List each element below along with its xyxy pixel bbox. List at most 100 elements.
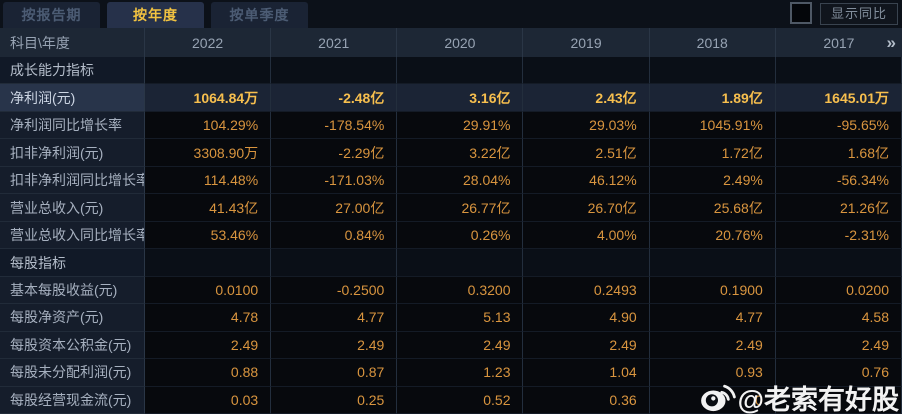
- cell-value: 0: [649, 386, 776, 414]
- cell-value: 53.46%: [145, 221, 272, 250]
- table-row[interactable]: 每股未分配利润(元) 0.88 0.87 1.23 1.04 0.93 0.76: [0, 359, 902, 387]
- cell-value: 1064.84万: [145, 84, 272, 112]
- cell-value: 0.25: [271, 386, 398, 414]
- table-row[interactable]: 净利润(元) 1064.84万 -2.48亿 3.16亿 2.43亿 1.89亿 1645.…: [0, 84, 902, 112]
- cell-value: 1.72亿: [649, 139, 776, 167]
- row-label: 营业总收入(元): [0, 194, 145, 222]
- table-row[interactable]: 营业总收入(元) 41.43亿 27.00亿 26.77亿 26.70亿 25.68亿 21…: [0, 194, 902, 222]
- cell-value: 2.49: [649, 331, 776, 360]
- cell-value: 26.70亿: [523, 194, 650, 222]
- cell-value: 2.49: [523, 331, 650, 360]
- year-header-2022: 2022: [145, 28, 272, 57]
- cell-value: 0.3200: [397, 276, 524, 305]
- row-label: 每股资本公积金(元): [0, 331, 145, 360]
- cell-value: 0.87: [271, 359, 398, 387]
- table-row[interactable]: 每股净资产(元) 4.78 4.77 5.13 4.90 4.77 4.58: [0, 304, 902, 332]
- cell-value: 0.36: [523, 386, 650, 414]
- cell-value: [775, 57, 902, 85]
- cell-value: 0.84%: [271, 221, 398, 250]
- show-yoy-checkbox[interactable]: [789, 2, 812, 24]
- cell-value: 2.43亿: [523, 84, 650, 112]
- cell-value: 21.26亿: [775, 194, 902, 222]
- cell-value: 2.51亿: [523, 139, 650, 167]
- table-body: 成长能力指标 净利润(元) 1064.84万 -2.48亿 3.16亿 2.43亿 1.89…: [0, 57, 902, 414]
- cell-value: 4.77: [271, 304, 398, 332]
- table-header-row: 科目\年度 2022 2021 2020 2019 2018 2017 »: [0, 28, 902, 58]
- more-years-chevron-icon[interactable]: »: [886, 32, 897, 52]
- cell-value: [775, 249, 902, 277]
- row-label: 每股指标: [0, 249, 145, 277]
- cell-value: 4.58: [775, 304, 902, 332]
- cell-value: [397, 57, 524, 85]
- cell-value: 2.49%: [649, 166, 776, 195]
- cell-value: 0.76: [775, 359, 902, 387]
- cell-value: 1645.01万: [775, 84, 902, 112]
- cell-value: 0.2493: [523, 276, 650, 305]
- year-header-2020: 2020: [397, 28, 524, 57]
- cell-value: [775, 386, 902, 414]
- row-label: 净利润同比增长率: [0, 111, 145, 140]
- cell-value: 2.49: [271, 331, 398, 360]
- table-row[interactable]: 营业总收入同比增长率 53.46% 0.84% 0.26% 4.00% 20.76% -2.…: [0, 221, 902, 250]
- cell-value: 3308.90万: [145, 139, 272, 167]
- year-header-2019: 2019: [523, 28, 650, 57]
- cell-value: -95.65%: [775, 111, 902, 140]
- cell-value: 27.00亿: [271, 194, 398, 222]
- cell-value: -2.31%: [775, 221, 902, 250]
- cell-value: 1.89亿: [649, 84, 776, 112]
- cell-value: 0.93: [649, 359, 776, 387]
- cell-value: -178.54%: [271, 111, 398, 140]
- cell-value: [397, 249, 524, 277]
- cell-value: 1.68亿: [775, 139, 902, 167]
- cell-value: [145, 57, 272, 85]
- cell-value: -2.29亿: [271, 139, 398, 167]
- cell-value: -2.48亿: [271, 84, 398, 112]
- cell-value: 0.26%: [397, 221, 524, 250]
- cell-value: 4.78: [145, 304, 272, 332]
- row-label: 成长能力指标: [0, 57, 145, 85]
- cell-value: 5.13: [397, 304, 524, 332]
- tab-by-report-period[interactable]: 按报告期: [3, 2, 100, 28]
- cell-value: 1.23: [397, 359, 524, 387]
- cell-value: 20.76%: [649, 221, 776, 250]
- tab-by-year[interactable]: 按年度: [107, 2, 204, 28]
- cell-value: 25.68亿: [649, 194, 776, 222]
- cell-value: [649, 249, 776, 277]
- section-row: 成长能力指标: [0, 57, 902, 85]
- cell-value: 3.22亿: [397, 139, 524, 167]
- cell-value: [145, 249, 272, 277]
- show-yoy-label[interactable]: 显示同比: [819, 3, 898, 25]
- row-label: 净利润(元): [0, 84, 145, 112]
- cell-value: [271, 249, 398, 277]
- table-row[interactable]: 每股经营现金流(元) 0.03 0.25 0.52 0.36 0: [0, 386, 902, 414]
- cell-value: 46.12%: [523, 166, 650, 195]
- row-label: 扣非净利润同比增长率: [0, 166, 145, 195]
- tab-by-single-quarter[interactable]: 按单季度: [211, 2, 308, 28]
- year-header-2021: 2021: [271, 28, 398, 57]
- year-header-2017: 2017 »: [776, 28, 902, 57]
- cell-value: 4.00%: [523, 221, 650, 250]
- row-label: 扣非净利润(元): [0, 139, 145, 167]
- row-label: 基本每股收益(元): [0, 276, 145, 305]
- table-row[interactable]: 扣非净利润同比增长率 114.48% -171.03% 28.04% 46.12% 2.4…: [0, 166, 902, 195]
- cell-value: 0.52: [397, 386, 524, 414]
- year-header-2017-label: 2017: [823, 34, 855, 51]
- cell-value: 4.77: [649, 304, 776, 332]
- table-row[interactable]: 扣非净利润(元) 3308.90万 -2.29亿 3.22亿 2.51亿 1.72亿 1.6…: [0, 139, 902, 167]
- row-label: 每股经营现金流(元): [0, 386, 145, 414]
- table-row[interactable]: 净利润同比增长率 104.29% -178.54% 29.91% 29.03% 1045.…: [0, 111, 902, 140]
- table-row[interactable]: 基本每股收益(元) 0.0100 -0.2500 0.3200 0.2493 0.1900…: [0, 276, 902, 305]
- cell-value: 114.48%: [145, 166, 272, 195]
- cell-value: [523, 57, 650, 85]
- row-label: 营业总收入同比增长率: [0, 221, 145, 250]
- table-row[interactable]: 每股资本公积金(元) 2.49 2.49 2.49 2.49 2.49 2.49: [0, 331, 902, 360]
- cell-value: 29.91%: [397, 111, 524, 140]
- cell-value: -171.03%: [271, 166, 398, 195]
- cell-value: 2.49: [775, 331, 902, 360]
- cell-value: 104.29%: [145, 111, 272, 140]
- cell-value: 41.43亿: [145, 194, 272, 222]
- cell-value: 2.49: [397, 331, 524, 360]
- period-tabbar: 按报告期 按年度 按单季度 显示同比: [0, 0, 902, 28]
- cell-value: 0.03: [145, 386, 272, 414]
- cell-value: 1.04: [523, 359, 650, 387]
